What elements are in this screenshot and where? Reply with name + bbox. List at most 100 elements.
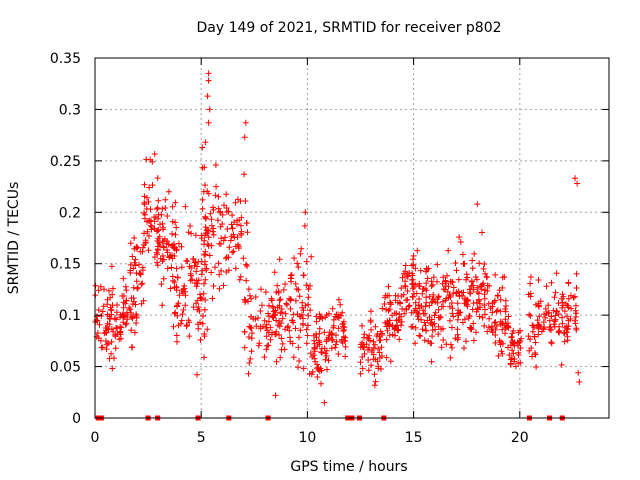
data-point [141,230,147,237]
data-point [494,292,501,299]
data-point [180,306,187,313]
data-point [287,334,293,341]
data-point [242,119,249,126]
data-point [132,262,139,269]
data-point [174,274,181,281]
data-point [342,343,349,350]
data-point [492,297,498,304]
data-point [359,365,366,372]
data-point [199,320,206,327]
data-point [372,323,379,330]
data-point [243,220,250,226]
data-point [278,335,285,342]
data-point [365,367,372,374]
data-point [533,364,540,370]
data-point [415,316,422,323]
data-point [532,350,538,356]
data-point [511,358,518,365]
data-point [169,230,175,237]
chart-title: Day 149 of 2021, SRMTID for receiver p80… [196,20,501,36]
y-axis-label: SRMTID / TECUs [6,182,22,295]
data-point [313,318,320,325]
data-point [474,201,481,208]
data-point [435,314,442,321]
data-point [292,325,299,332]
data-point [123,297,130,304]
data-point [515,360,522,367]
data-point [318,380,324,387]
data-point [440,298,446,305]
data-point [127,240,134,247]
data-point [481,261,488,267]
data-point [469,306,476,313]
data-point [481,322,488,329]
data-point [262,289,269,296]
data-point [114,325,121,332]
data-point [212,264,218,271]
data-point [515,329,522,336]
data-point [132,301,139,308]
data-point [168,264,175,271]
data-point [164,265,171,272]
data-point [298,245,305,252]
data-point [499,326,506,333]
data-point [172,199,179,206]
data-point [391,325,398,331]
data-point [174,338,180,345]
data-point [206,106,213,113]
data-point [187,223,194,229]
data-point [485,324,492,331]
data-point [416,332,423,339]
data-point [220,282,227,289]
data-point [555,328,562,335]
data-point [229,225,236,232]
data-point [372,378,379,385]
data-point [396,311,403,318]
data-point [303,326,310,333]
data-point [139,264,146,271]
data-point [276,332,282,338]
data-point [212,162,219,168]
data-point [561,330,568,337]
data-point [171,310,178,317]
data-point [409,285,416,292]
data-point [387,299,393,306]
data-point [194,371,200,378]
data-point [205,119,212,126]
data-point [123,320,130,327]
data-point [129,253,136,260]
data-point [288,271,295,278]
data-point [328,345,335,352]
data-point [514,339,521,346]
data-point [109,291,116,298]
data-point [206,252,213,259]
y-tick-label: 0.25 [50,154,81,170]
data-point [276,302,283,309]
data-point [305,294,312,301]
data-point [396,299,403,306]
data-point [369,347,376,354]
data-point [459,319,466,326]
data-point [216,240,223,247]
data-point [244,229,251,236]
data-point [194,263,201,270]
data-point [453,290,459,297]
data-point [158,281,165,288]
data-point [412,340,419,347]
data-point [386,306,393,313]
data-point [127,306,134,313]
data-point [551,321,557,328]
y-tick-label: 0.3 [59,102,81,118]
data-point [235,245,242,252]
data-point [412,265,419,272]
data-point [565,323,572,330]
data-point [429,333,436,340]
data-point [154,262,161,269]
data-point [461,260,468,267]
data-point [341,326,348,333]
data-point [265,342,272,349]
data-point [181,285,188,292]
data-point [252,294,259,300]
data-point [141,181,148,188]
data-point [227,237,234,244]
